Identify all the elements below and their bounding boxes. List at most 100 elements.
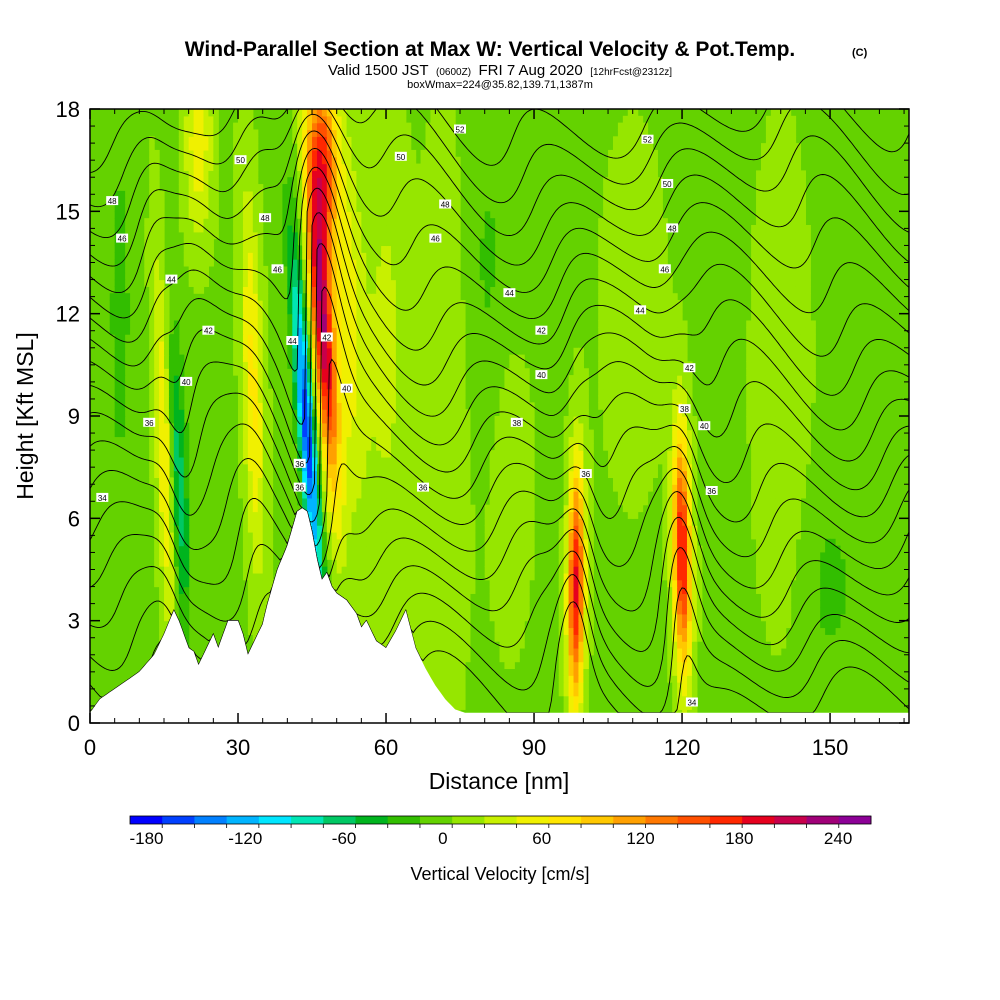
w-cell — [252, 572, 259, 581]
w-cell — [489, 559, 496, 567]
w-cell — [238, 395, 244, 403]
w-cell — [682, 695, 688, 704]
w-cell — [455, 586, 461, 594]
w-cell — [164, 477, 170, 485]
w-cell — [519, 361, 525, 369]
w-cell — [790, 545, 797, 554]
w-cell — [183, 559, 190, 567]
w-cell — [341, 395, 348, 403]
w-cell — [336, 531, 343, 540]
w-cell — [455, 641, 461, 649]
w-cell — [464, 429, 471, 438]
w-cell — [672, 647, 678, 656]
w-cell — [312, 497, 318, 506]
w-cell — [529, 470, 535, 478]
w-cell — [366, 579, 372, 588]
w-cell — [425, 361, 432, 369]
w-cell — [178, 620, 185, 629]
w-cell — [159, 531, 165, 540]
w-cell — [440, 682, 446, 690]
w-cell — [242, 422, 249, 431]
w-cell — [662, 313, 668, 322]
w-cell — [242, 300, 249, 308]
w-cell — [346, 293, 353, 301]
w-cell — [247, 436, 254, 444]
w-cell — [405, 484, 412, 492]
w-cell — [316, 559, 323, 567]
w-cell — [686, 593, 693, 601]
w-cell — [450, 286, 456, 294]
w-cell — [440, 620, 446, 629]
w-cell — [435, 470, 441, 478]
w-cell — [183, 470, 190, 478]
w-cell — [430, 552, 436, 560]
w-cell — [164, 607, 170, 615]
w-cell — [366, 470, 372, 478]
w-cell — [682, 545, 688, 554]
w-cell — [154, 327, 160, 335]
w-cell — [494, 484, 501, 492]
w-cell — [336, 286, 343, 294]
w-cell — [351, 279, 358, 287]
w-cell — [583, 654, 589, 663]
w-cell — [381, 545, 387, 554]
w-cell — [119, 381, 126, 390]
w-cell — [257, 409, 264, 417]
w-cell — [647, 463, 654, 472]
w-cell — [371, 279, 377, 287]
w-cell — [425, 654, 432, 663]
w-cell — [149, 375, 155, 383]
w-cell — [390, 538, 397, 547]
w-cell — [292, 327, 298, 335]
w-cell — [159, 627, 165, 635]
w-cell — [381, 272, 387, 281]
w-cell — [642, 327, 649, 335]
w-cell — [252, 497, 259, 506]
w-cell — [420, 429, 427, 438]
w-cell — [657, 361, 663, 369]
w-cell — [445, 347, 451, 356]
w-cell — [519, 402, 525, 410]
w-cell — [124, 300, 131, 308]
w-cell — [499, 436, 506, 444]
w-cell — [361, 347, 367, 356]
w-cell — [785, 320, 792, 328]
w-cell — [336, 477, 343, 485]
w-cell — [312, 484, 318, 492]
w-cell — [460, 579, 466, 588]
w-cell — [356, 491, 362, 499]
w-cell — [662, 450, 668, 458]
w-cell — [346, 354, 353, 363]
w-cell — [751, 422, 757, 431]
w-cell — [326, 402, 333, 410]
w-cell — [376, 484, 382, 492]
w-cell — [637, 388, 644, 397]
w-cell — [435, 272, 441, 281]
w-cell — [346, 368, 353, 376]
w-cell — [154, 504, 160, 513]
w-cell — [588, 436, 594, 444]
w-cell — [677, 613, 683, 622]
w-cell — [445, 661, 451, 670]
w-cell — [647, 429, 654, 438]
w-cell — [267, 416, 274, 424]
w-cell — [119, 272, 126, 281]
w-cell — [667, 552, 673, 560]
w-cell — [677, 566, 683, 574]
w-cell — [405, 300, 412, 308]
w-cell — [415, 402, 422, 410]
w-cell — [238, 306, 244, 315]
w-cell — [242, 416, 249, 424]
w-cell — [622, 327, 629, 335]
w-cell — [257, 388, 264, 397]
w-cell — [247, 484, 254, 492]
w-cell — [262, 572, 269, 581]
w-cell — [504, 381, 510, 390]
w-cell — [603, 416, 609, 424]
w-cell — [386, 579, 392, 588]
w-cell — [390, 443, 397, 451]
w-cell — [381, 566, 387, 574]
w-cell — [795, 368, 802, 376]
w-cell — [405, 368, 412, 376]
w-cell — [494, 511, 501, 519]
